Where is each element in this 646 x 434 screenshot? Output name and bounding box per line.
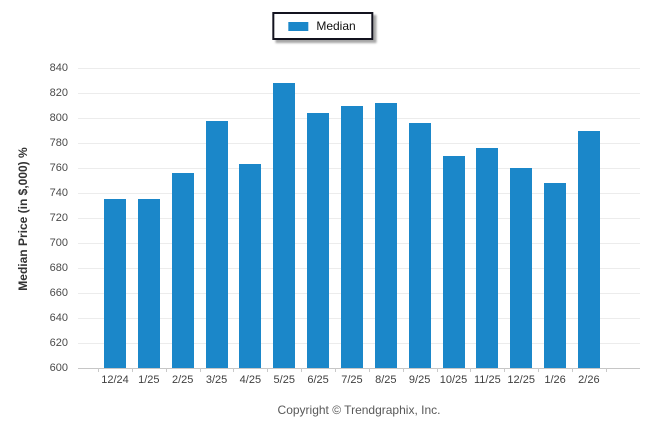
bar-1/26[interactable]: [544, 183, 567, 368]
x-tick-label: 1/25: [138, 374, 160, 386]
x-axis-tick: [436, 368, 438, 372]
x-tick-label: 4/25: [239, 374, 262, 386]
y-tick-label: 760: [49, 162, 68, 174]
plot-area: [78, 68, 640, 369]
x-axis-tick: [199, 368, 201, 372]
x-tick-label: 10/25: [439, 374, 468, 386]
x-axis-tick: [131, 368, 133, 372]
x-axis-tick: [538, 368, 540, 372]
x-tick-label: 1/26: [544, 374, 566, 386]
x-axis-tick: [335, 368, 337, 372]
x-axis-tick: [233, 368, 235, 372]
bar-2/25[interactable]: [171, 173, 194, 368]
x-axis-tick: [470, 368, 472, 372]
bar-7/25[interactable]: [340, 105, 363, 368]
copyright-text: Copyright © Trendgraphix, Inc.: [277, 403, 441, 417]
x-tick-label: 7/25: [341, 374, 363, 386]
bar-4/25[interactable]: [239, 164, 262, 368]
x-axis-tick: [267, 368, 269, 372]
x-tick-label: 2/25: [171, 374, 194, 386]
x-axis-tick: [571, 368, 573, 372]
y-tick-label: 780: [49, 137, 68, 149]
x-tick-label: 12/25: [507, 374, 535, 386]
legend-swatch-icon: [288, 21, 309, 31]
x-axis-tick: [165, 368, 167, 372]
y-tick-label: 600: [49, 362, 68, 374]
x-tick-label: 2/26: [578, 374, 600, 386]
y-tick-label: 800: [49, 112, 68, 124]
legend-item-median[interactable]: Median: [272, 12, 374, 40]
y-tick-label: 620: [49, 337, 68, 349]
x-axis-tick: [98, 368, 100, 372]
y-tick-label: 840: [49, 62, 68, 74]
x-tick-label: 12/24: [101, 374, 129, 386]
bar-10/25[interactable]: [442, 155, 465, 368]
y-tick-label: 820: [49, 87, 68, 99]
y-tick-label: 640: [49, 312, 68, 324]
x-axis-tick: [605, 368, 607, 372]
bar-8/25[interactable]: [374, 103, 397, 368]
gridline: [78, 93, 640, 94]
bar-5/25[interactable]: [273, 83, 296, 368]
bar-2/26[interactable]: [577, 130, 600, 368]
x-axis-tick: [504, 368, 506, 372]
x-tick-label: 8/25: [375, 374, 397, 386]
bar-12/25[interactable]: [510, 168, 533, 368]
bar-1/25[interactable]: [137, 199, 160, 368]
bar-9/25[interactable]: [408, 123, 431, 368]
y-tick-label: 740: [49, 187, 68, 199]
x-tick-label: 9/25: [408, 374, 431, 386]
x-tick-label: 5/25: [273, 374, 295, 386]
bar-12/24[interactable]: [104, 199, 126, 368]
bar-11/25[interactable]: [476, 148, 499, 368]
y-tick-label: 680: [49, 262, 68, 274]
y-tick-label: 660: [49, 287, 68, 299]
x-axis-labels: 12/24 1/25 2/25 3/25 4/25 5/25 6/25 7/25 8/25 9/2…: [78, 374, 640, 390]
bar-6/25[interactable]: [307, 113, 330, 368]
x-axis-tick: [301, 368, 303, 372]
x-axis-tick: [368, 368, 370, 372]
x-tick-label: 3/25: [205, 374, 228, 386]
y-tick-label: 720: [49, 212, 68, 224]
legend-label: Median: [316, 19, 356, 33]
x-tick-label: 6/25: [307, 374, 329, 386]
y-tick-label: 700: [49, 237, 68, 249]
y-axis-labels: 600 620 640 660 680 700 720 740 760 780 800 820 840: [0, 0, 72, 434]
x-axis-tick: [402, 368, 404, 372]
gridline: [78, 68, 640, 69]
x-axis-line: [78, 368, 640, 369]
x-tick-label: 11/25: [473, 374, 501, 386]
bar-3/25[interactable]: [205, 120, 228, 368]
